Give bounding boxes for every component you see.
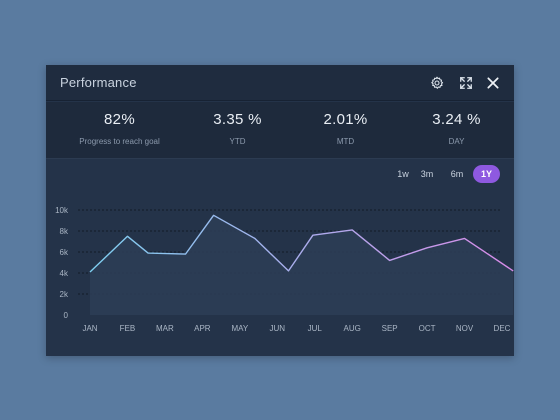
stat-label: MTD [336, 137, 355, 146]
range-3m-button[interactable]: 3m [420, 169, 434, 179]
chart-line [89, 214, 514, 273]
stats-row: 82% Progress to reach goal 3.35 % YTD 2.… [46, 102, 514, 159]
y-tick-label: 10k [55, 206, 69, 215]
range-1w-button[interactable]: 1w [397, 169, 409, 179]
x-tick-label: SEP [382, 324, 398, 333]
range-6m-button[interactable]: 6m [450, 169, 464, 179]
stat-value: 3.24 % [432, 111, 481, 128]
stat-value: 2.01% [323, 111, 368, 128]
x-tick-label: MAY [231, 324, 248, 333]
y-tick-label: 0 [64, 311, 69, 320]
title-bar: Performance [46, 65, 514, 101]
stat-label: DAY [448, 137, 465, 146]
x-tick-label: JAN [82, 324, 97, 333]
stat-day: 3.24 % DAY [398, 102, 514, 159]
stat-label: YTD [229, 137, 246, 146]
y-tick-label: 8k [60, 227, 69, 236]
x-tick-label: NOV [456, 324, 474, 333]
x-tick-label: APR [194, 324, 211, 333]
stat-value: 3.35 % [213, 111, 262, 128]
x-tick-label: DEC [494, 324, 511, 333]
stat-mtd: 2.01% MTD [287, 102, 404, 159]
performance-window: Performance 82% Progress to reach goal [46, 65, 514, 356]
gear-icon[interactable] [428, 74, 446, 92]
chart-area [90, 215, 514, 315]
x-tick-label: FEB [120, 324, 136, 333]
y-tick-label: 2k [60, 290, 69, 299]
x-tick-label: OCT [419, 324, 436, 333]
x-tick-label: JUL [308, 324, 323, 333]
y-tick-label: 6k [60, 248, 69, 257]
y-tick-label: 4k [60, 269, 69, 278]
stat-progress: 82% Progress to reach goal [61, 102, 178, 159]
x-tick-label: AUG [344, 324, 361, 333]
stat-value: 82% [104, 111, 135, 128]
close-icon[interactable] [484, 74, 502, 92]
stat-ytd: 3.35 % YTD [179, 102, 296, 159]
performance-chart: 0 2k 4k 6k 8k 10k JAN FEB MAR APR MAY JUN JUL AUG SEP… [55, 206, 514, 333]
x-tick-label: MAR [156, 324, 174, 333]
stat-label: Progress to reach goal [79, 137, 160, 146]
window-title: Performance [60, 75, 137, 90]
range-1y-button[interactable]: 1Y [473, 165, 500, 183]
x-tick-label: JUN [269, 324, 285, 333]
expand-icon[interactable] [457, 74, 475, 92]
